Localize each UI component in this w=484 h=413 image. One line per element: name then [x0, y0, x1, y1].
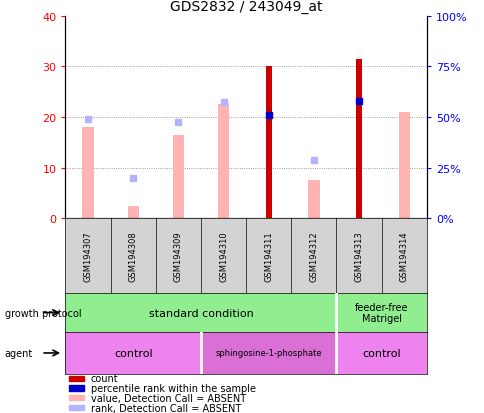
Bar	[69, 376, 83, 381]
Bar	[355, 59, 362, 219]
Bar	[172, 135, 183, 219]
Text: GSM194310: GSM194310	[219, 231, 227, 281]
Text: GSM194312: GSM194312	[309, 231, 318, 281]
Text: GSM194309: GSM194309	[174, 231, 182, 281]
Bar	[200, 332, 336, 374]
Text: rank, Detection Call = ABSENT: rank, Detection Call = ABSENT	[91, 403, 241, 413]
Text: GSM194313: GSM194313	[354, 231, 363, 281]
Bar	[398, 113, 409, 219]
Bar	[69, 395, 83, 401]
Text: count: count	[91, 373, 118, 383]
Text: GSM194314: GSM194314	[399, 231, 408, 281]
Bar	[265, 67, 272, 219]
Bar	[65, 293, 336, 332]
Bar	[308, 181, 319, 219]
Title: GDS2832 / 243049_at: GDS2832 / 243049_at	[169, 0, 322, 14]
Bar	[127, 206, 138, 219]
Text: agent: agent	[5, 348, 33, 358]
Bar	[336, 332, 426, 374]
Text: control: control	[362, 348, 400, 358]
Text: feeder-free
Matrigel: feeder-free Matrigel	[354, 302, 408, 324]
Text: value, Detection Call = ABSENT: value, Detection Call = ABSENT	[91, 393, 245, 403]
Text: percentile rank within the sample: percentile rank within the sample	[91, 383, 255, 393]
Bar	[217, 105, 229, 219]
Bar	[82, 128, 93, 219]
Text: GSM194307: GSM194307	[83, 231, 92, 281]
Text: control: control	[114, 348, 152, 358]
Bar	[336, 293, 426, 332]
Bar	[69, 405, 83, 410]
Bar	[65, 332, 200, 374]
Text: standard condition: standard condition	[148, 308, 253, 318]
Bar	[69, 386, 83, 391]
Text: GSM194308: GSM194308	[128, 231, 137, 281]
Text: sphingosine-1-phosphate: sphingosine-1-phosphate	[215, 349, 321, 358]
Text: growth protocol: growth protocol	[5, 308, 81, 318]
Text: GSM194311: GSM194311	[264, 231, 272, 281]
